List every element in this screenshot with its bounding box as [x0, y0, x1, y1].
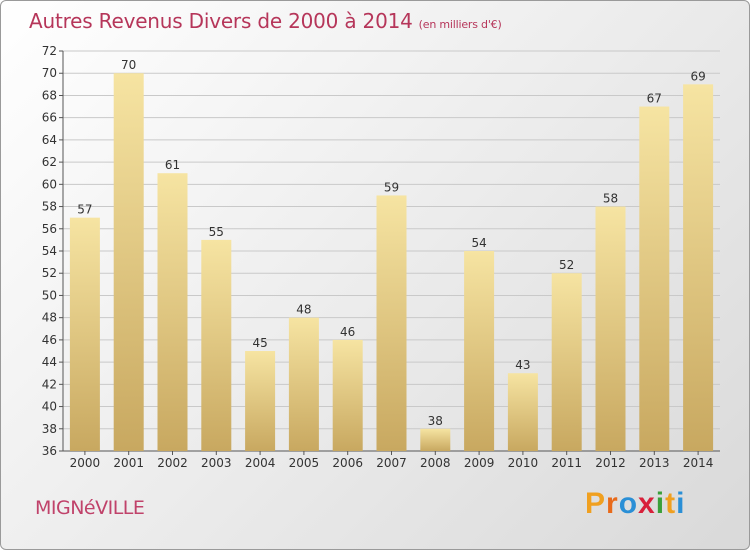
value-label: 48 — [296, 303, 311, 317]
y-tick-label: 38 — [42, 422, 57, 436]
y-tick-label: 54 — [42, 244, 57, 258]
bar — [113, 73, 144, 451]
bar — [595, 206, 626, 451]
title-unit: (en milliers d'€) — [418, 18, 502, 31]
logo-letter: i — [676, 487, 686, 520]
bar — [464, 251, 495, 451]
y-tick-label: 46 — [42, 333, 57, 347]
x-tick-label: 2010 — [508, 456, 539, 470]
value-label: 55 — [209, 225, 224, 239]
y-tick-label: 52 — [42, 266, 57, 280]
commune-name: MIGNéVILLE — [35, 497, 145, 519]
y-tick-label: 50 — [42, 288, 57, 302]
bar — [420, 428, 451, 451]
y-tick-label: 62 — [42, 155, 57, 169]
y-tick-label: 70 — [42, 66, 57, 80]
bars — [69, 73, 714, 452]
value-label: 46 — [340, 325, 355, 339]
logo-letter: x — [638, 487, 656, 520]
logo-letter: P — [585, 487, 607, 520]
x-tick-label: 2013 — [639, 456, 670, 470]
logo-letter: i — [655, 487, 666, 520]
y-tick-label: 58 — [42, 200, 57, 214]
bar — [288, 317, 319, 451]
x-tick-label: 2012 — [595, 456, 626, 470]
labels: 36 38 40 42 44 46 48 50 52 54 56 58 60 62 64 66 68 70 72 57… — [42, 44, 714, 470]
x-tick-label: 2006 — [332, 456, 363, 470]
x-tick-label: 2004 — [245, 456, 276, 470]
bar — [551, 273, 582, 451]
bar — [245, 351, 276, 451]
x-tick-label: 2008 — [420, 456, 451, 470]
value-label: 54 — [471, 236, 486, 250]
bar — [157, 173, 188, 451]
bar — [639, 106, 670, 452]
bar — [683, 84, 714, 451]
value-label: 69 — [690, 69, 705, 83]
chart-title: Autres Revenus Divers de 2000 à 2014 (en … — [29, 9, 502, 33]
y-tick-label: 56 — [42, 222, 57, 236]
bar — [69, 217, 100, 451]
x-tick-label: 2003 — [201, 456, 232, 470]
x-tick-label: 2014 — [683, 456, 714, 470]
value-label: 67 — [647, 92, 662, 106]
x-tick-label: 2001 — [113, 456, 144, 470]
y-tick-label: 66 — [42, 111, 57, 125]
x-tick-label: 2000 — [70, 456, 101, 470]
y-tick-label: 72 — [42, 44, 57, 58]
value-label: 57 — [77, 203, 92, 217]
x-tick-label: 2005 — [289, 456, 320, 470]
y-tick-label: 60 — [42, 177, 57, 191]
logo-letter: t — [665, 487, 677, 520]
logo-letter: r — [606, 487, 619, 520]
title-text: Autres Revenus Divers de 2000 à 2014 — [29, 9, 413, 33]
y-tick-label: 42 — [42, 377, 57, 391]
value-label: 58 — [603, 192, 618, 206]
logo-letter: o — [618, 487, 639, 520]
y-tick-label: 68 — [42, 88, 57, 102]
value-label: 52 — [559, 258, 574, 272]
proxiti-logo: Proxiti — [585, 487, 685, 521]
x-tick-label: 2002 — [157, 456, 188, 470]
bar — [376, 195, 407, 451]
x-tick-label: 2009 — [464, 456, 495, 470]
value-label: 45 — [252, 336, 267, 350]
y-tick-label: 64 — [42, 133, 57, 147]
value-label: 70 — [121, 58, 136, 72]
bar — [201, 239, 232, 451]
y-tick-label: 44 — [42, 355, 57, 369]
value-label: 38 — [428, 414, 443, 428]
y-tick-label: 40 — [42, 400, 57, 414]
value-label: 59 — [384, 180, 399, 194]
y-tick-label: 36 — [42, 444, 57, 458]
y-tick-label: 48 — [42, 311, 57, 325]
x-tick-label: 2011 — [551, 456, 582, 470]
value-label: 61 — [165, 158, 180, 172]
bar — [332, 339, 363, 451]
bar — [507, 373, 538, 451]
x-tick-label: 2007 — [376, 456, 407, 470]
value-label: 43 — [515, 358, 530, 372]
